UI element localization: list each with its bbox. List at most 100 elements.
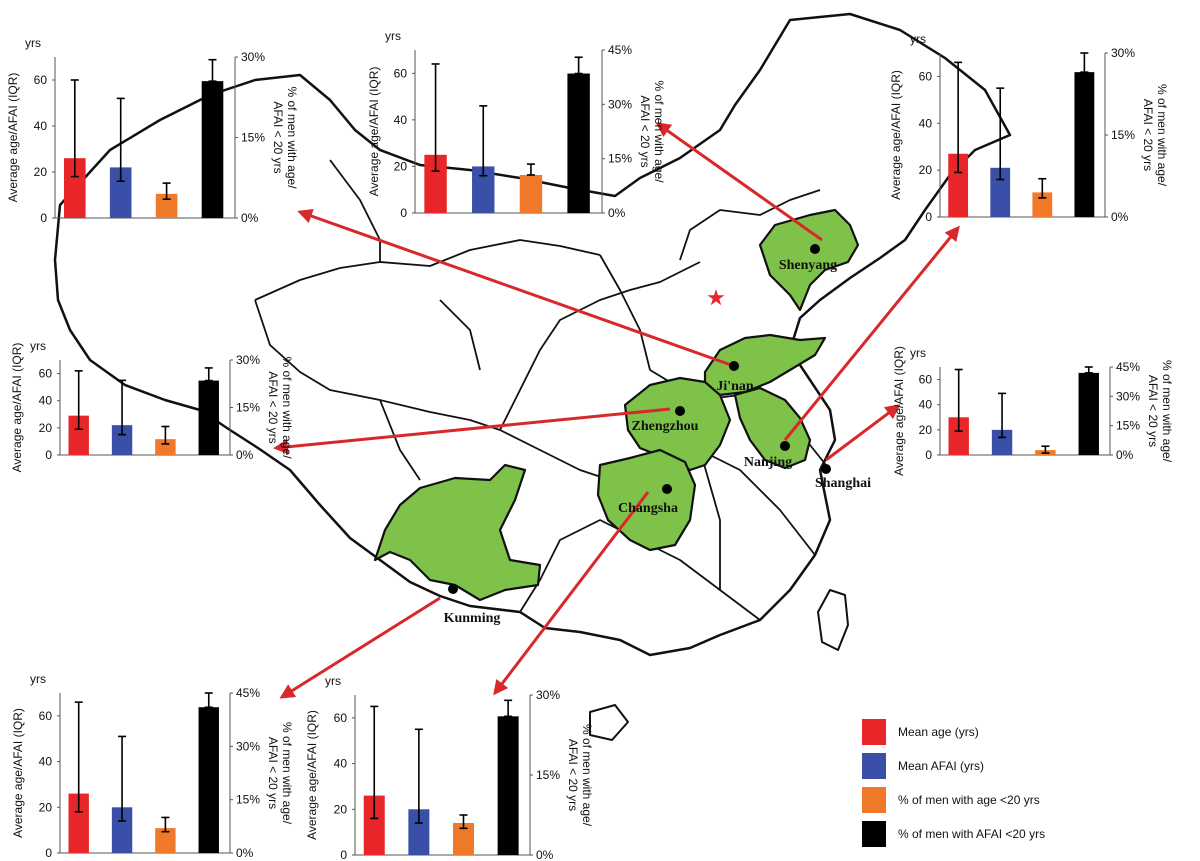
y2-axis-title: % of men with age/AFAI < 20 yrs (266, 356, 294, 459)
bar-pct-afai (201, 81, 224, 219)
y2-tick-label: 0% (1116, 448, 1134, 462)
chart-changsha: 0 20 40 60 yrs 0% 15% 30% Average age/AFAI (IQR)… (305, 674, 594, 861)
y2-tick-label: 15% (236, 793, 260, 807)
y-tick-label: 40 (34, 119, 48, 133)
city-dot-jinan (729, 361, 739, 371)
chart-kunming: 0 20 40 60 yrs 0% 15% 30% 45% Average age/AFAI (I… (11, 672, 294, 860)
y2-tick-label: 30% (236, 739, 260, 753)
y2-tick-label: 30% (1111, 46, 1135, 60)
y-tick-label: 60 (39, 367, 53, 381)
y-tick-label: 0 (45, 448, 52, 462)
city-label-shanghai: Shanghai (815, 476, 871, 491)
city-dot-shenyang (810, 244, 820, 254)
y-axis-title: Average age/AFAI (IQR) (305, 710, 319, 840)
legend-item-pct-afai: % of men with AFAI <20 yrs (862, 821, 1182, 847)
y-tick-label: 0 (925, 210, 932, 224)
bar-pct-age (155, 193, 178, 218)
bar-pct-afai (198, 380, 219, 455)
highlighted-provinces (373, 208, 860, 602)
city-dot-kunming (448, 584, 458, 594)
legend-label-mean-afai: Mean AFAI (yrs) (898, 759, 985, 773)
y-tick-label: 40 (39, 394, 53, 408)
y2-axis-title-line2: AFAI < 20 yrs (271, 101, 285, 173)
y-unit-label: yrs (910, 346, 926, 360)
bar-pct-afai (198, 707, 219, 853)
y2-tick-label: 0% (241, 211, 259, 225)
arrow-5 (279, 596, 441, 699)
bar-pct-age (453, 823, 474, 855)
bar-pct-afai (1074, 72, 1095, 217)
y-tick-label: 20 (919, 163, 933, 177)
chart-jinan: 0 20 40 60 yrs 0% 15% 30% Average age/AFAI (IQR)… (6, 36, 299, 225)
legend-item-mean-age: Mean age (yrs) (862, 719, 1182, 745)
hainan-island (589, 704, 629, 741)
y2-axis-title-line1: % of men with age/ (1155, 84, 1169, 187)
bar-mean-age (948, 153, 969, 217)
arrow-6 (493, 491, 650, 696)
y2-axis-title: % of men with age/AFAI < 20 yrs (1146, 360, 1174, 463)
taiwan-island (817, 589, 849, 651)
y2-tick-label: 15% (236, 401, 260, 415)
arrow-1 (655, 122, 823, 242)
y-unit-label: yrs (385, 29, 401, 43)
y-tick-label: 40 (919, 398, 933, 412)
bar-mean-age (363, 795, 385, 855)
province-nanjing (733, 386, 812, 470)
y-tick-label: 20 (39, 421, 53, 435)
bar-mean-afai (109, 167, 132, 218)
legend-label-pct-age: % of men with age <20 yrs (898, 793, 1040, 807)
y2-axis-title: % of men with age/AFAI < 20 yrs (271, 86, 299, 189)
bar-pct-afai (1078, 372, 1099, 455)
y-tick-label: 60 (39, 709, 53, 723)
y-tick-label: 60 (394, 66, 408, 80)
bar-pct-age (1032, 192, 1053, 217)
y2-tick-label: 0% (236, 448, 254, 462)
bar-mean-age (424, 154, 447, 213)
y2-tick-label: 30% (241, 50, 265, 64)
legend-swatch-pct-age (862, 787, 886, 813)
legend-item-mean-afai: Mean AFAI (yrs) (862, 753, 1182, 779)
province-kunming (373, 463, 542, 602)
city-label-zhengzhou: Zhengzhou (632, 419, 699, 434)
y-unit-label: yrs (25, 36, 41, 50)
legend-label-pct-afai: % of men with AFAI <20 yrs (898, 827, 1046, 841)
city-dot-zhengzhou (675, 406, 685, 416)
y2-tick-label: 0% (236, 846, 254, 860)
y-tick-label: 0 (40, 211, 47, 225)
province-zhengzhou (623, 376, 732, 472)
province-changsha (596, 448, 697, 552)
y-tick-label: 40 (334, 757, 348, 771)
y-tick-label: 60 (34, 73, 48, 87)
y-unit-label: yrs (30, 672, 46, 686)
bar-mean-age (68, 415, 89, 455)
legend-swatch-mean-age (862, 719, 886, 745)
city-markers: Shenyang Ji'nan Zhengzhou Nanjing Shanghai Ch… (444, 244, 871, 626)
china-map (53, 12, 1012, 741)
bar-mean-age (948, 417, 969, 455)
y2-axis-title-line1: % of men with age/ (285, 86, 299, 189)
y2-axis-title: % of men with age/AFAI < 20 yrs (266, 722, 294, 825)
y2-tick-label: 0% (536, 848, 554, 861)
y-tick-label: 0 (45, 846, 52, 860)
y-unit-label: yrs (910, 32, 926, 46)
china-outline (53, 12, 1012, 657)
y2-axis-title: % of men with age/AFAI < 20 yrs (566, 724, 594, 827)
city-label-nanjing: Nanjing (744, 455, 792, 470)
y2-tick-label: 30% (1116, 389, 1140, 403)
y2-tick-label: 15% (241, 131, 265, 145)
y2-axis-title-line2: AFAI < 20 yrs (1146, 375, 1160, 447)
city-label-changsha: Changsha (618, 501, 678, 516)
y-tick-label: 60 (334, 711, 348, 725)
y-axis-title: Average age/AFAI (IQR) (11, 708, 25, 838)
y-tick-label: 20 (34, 165, 48, 179)
bar-pct-afai (567, 73, 590, 214)
y2-axis-title-line2: AFAI < 20 yrs (266, 371, 280, 443)
y-tick-label: 20 (334, 802, 348, 816)
y-tick-label: 20 (394, 159, 408, 173)
city-arrows (273, 122, 960, 699)
bar-mean-afai (990, 167, 1011, 217)
legend-label-mean-age: Mean age (yrs) (898, 725, 979, 739)
y-tick-label: 0 (400, 206, 407, 220)
city-dot-nanjing (780, 441, 790, 451)
y2-axis-title-line1: % of men with age/ (1160, 360, 1174, 463)
